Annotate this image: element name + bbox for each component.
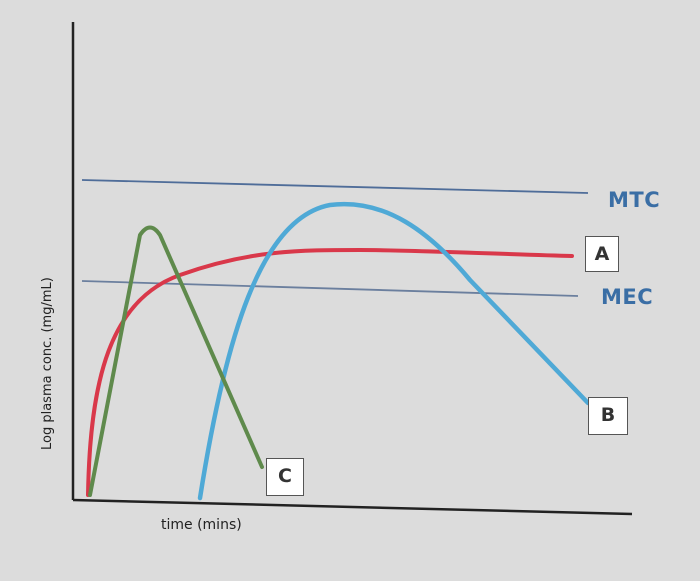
series-c-line bbox=[88, 225, 264, 497]
x-axis bbox=[72, 498, 633, 516]
mec-label: MEC bbox=[601, 285, 654, 309]
series-a-label: A bbox=[585, 236, 619, 272]
series-c-label: C bbox=[266, 458, 304, 496]
mtc-label: MTC bbox=[608, 188, 661, 212]
series-a-line bbox=[86, 247, 574, 497]
x-axis-label: time (mins) bbox=[161, 517, 242, 533]
mtc-line bbox=[81, 179, 589, 194]
series-b-line bbox=[197, 201, 591, 501]
y-axis-label: Log plasma conc. (mg/mL) bbox=[40, 277, 55, 450]
series-b-label: B bbox=[588, 397, 628, 435]
